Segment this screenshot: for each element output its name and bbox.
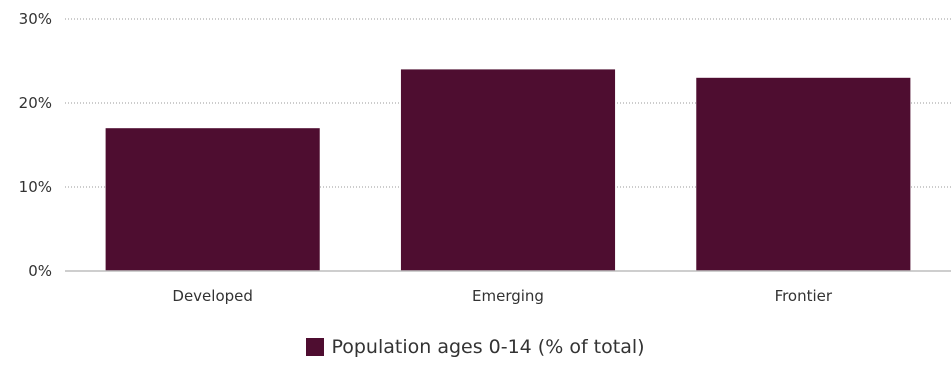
x-tick-label: Developed xyxy=(172,287,253,305)
bar-emerging xyxy=(400,69,616,272)
y-axis-ticks: 0% 10% 20% 30% xyxy=(19,10,52,280)
y-tick-label: 20% xyxy=(19,94,52,112)
y-tick-label: 30% xyxy=(19,10,52,28)
bar-developed xyxy=(105,128,320,271)
x-tick-label: Frontier xyxy=(775,287,833,305)
bar-chart: 0% 10% 20% 30% Developed Emerging Frontier xyxy=(19,10,951,305)
y-tick-label: 10% xyxy=(19,178,52,196)
legend: Population ages 0-14 (% of total) xyxy=(0,336,951,358)
y-tick-label: 0% xyxy=(28,262,52,280)
legend-label: Population ages 0-14 (% of total) xyxy=(331,336,645,358)
x-tick-label: Emerging xyxy=(472,287,544,305)
legend-swatch xyxy=(306,338,325,356)
bars xyxy=(105,69,911,272)
x-axis-labels: Developed Emerging Frontier xyxy=(172,287,833,305)
bar-frontier xyxy=(696,77,911,271)
